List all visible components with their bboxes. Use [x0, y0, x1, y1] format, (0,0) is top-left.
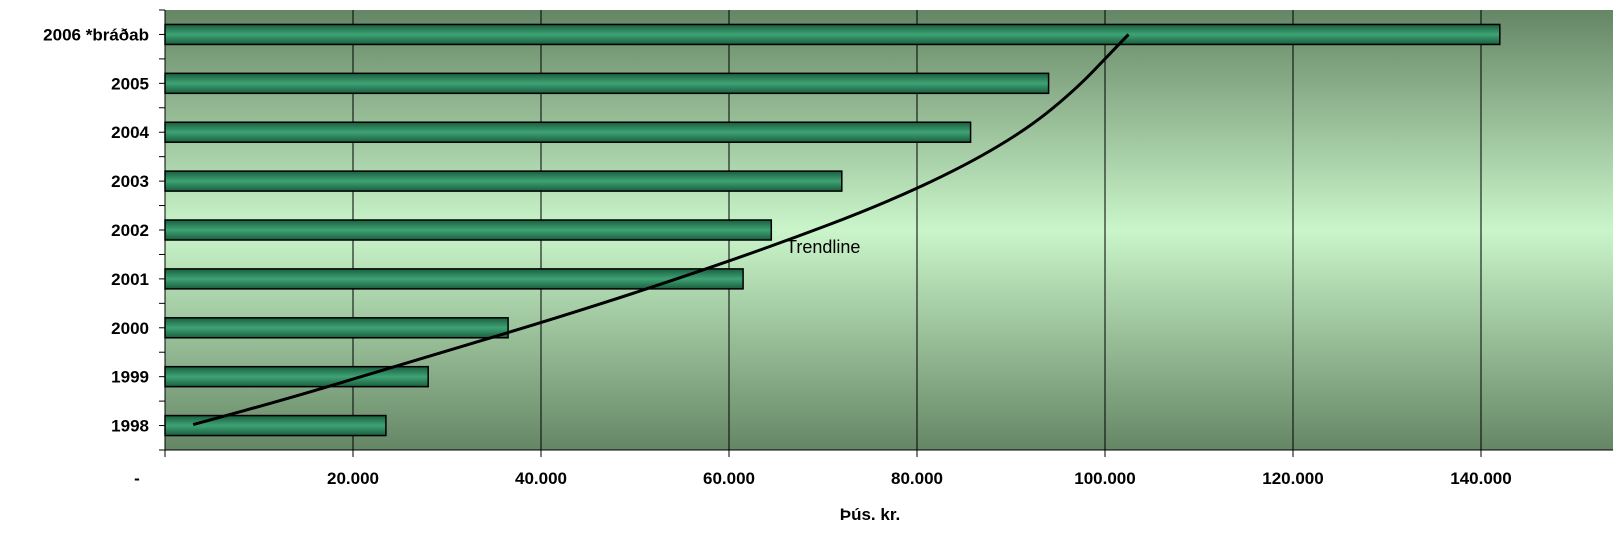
bar: [164, 414, 387, 437]
x-tick-label: 120.000: [1262, 469, 1323, 488]
x-tick-label: 100.000: [1074, 469, 1135, 488]
x-tick-label: 20.000: [327, 469, 379, 488]
bars: [164, 23, 1501, 437]
x-tick-label: 140.000: [1450, 469, 1511, 488]
y-tick-label: 2006 *bráðab: [43, 25, 149, 44]
bar: [164, 121, 972, 143]
y-tick-label: 2002: [111, 221, 149, 240]
bar: [164, 219, 773, 241]
y-tick-label: 2001: [111, 270, 149, 289]
x-tick-label: -: [134, 469, 140, 488]
x-axis-title: Þús. kr.: [840, 505, 900, 524]
y-tick-label: 2004: [111, 123, 149, 142]
trendline-label: Trendline: [786, 237, 860, 257]
y-tick-label: 2000: [111, 319, 149, 338]
bar: [164, 170, 843, 192]
y-axis-ticks: 1998 1999 2000 2001 2002 2003 2004 2005 2006 *br…: [43, 9, 165, 451]
x-tick-label: 60.000: [703, 469, 755, 488]
x-tick-label: 80.000: [891, 469, 943, 488]
x-tick-label: 40.000: [515, 469, 567, 488]
y-tick-label: 2003: [111, 172, 149, 191]
bar: [164, 317, 509, 339]
bar: [164, 72, 1050, 95]
x-axis-ticks: - 20.000 40.000 60.000 80.000 100.000 120.000 1…: [134, 450, 1512, 488]
y-tick-label: 1999: [111, 368, 149, 387]
bar: [164, 23, 1501, 46]
y-tick-label: 1998: [111, 417, 149, 436]
trendline: [192, 33, 1130, 427]
y-tick-label: 2005: [111, 74, 149, 93]
